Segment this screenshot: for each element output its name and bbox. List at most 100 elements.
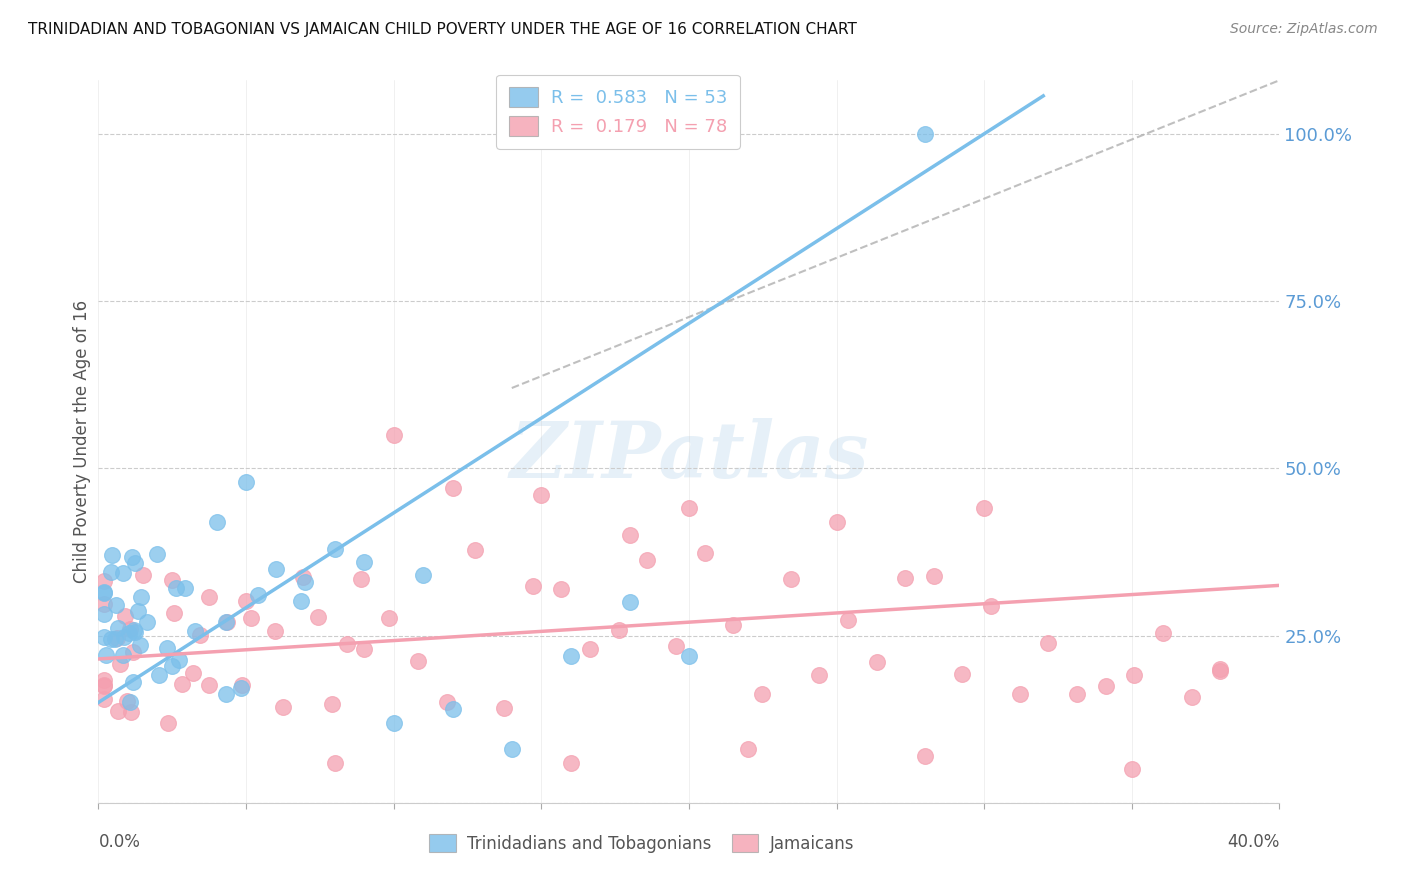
Point (550, 582, 572, 597)
Point (124, 623, 146, 637)
Point (156, 641, 179, 656)
Point (132, 568, 155, 582)
Point (107, 704, 129, 718)
Point (323, 756, 346, 770)
Point (156, 715, 179, 730)
Point (751, 687, 773, 701)
Point (93, 584, 115, 599)
Point (124, 624, 146, 639)
Point (952, 666, 974, 681)
Point (111, 648, 134, 662)
Point (723, 618, 745, 632)
Point (292, 569, 315, 583)
Point (118, 623, 141, 637)
Point (172, 676, 194, 690)
Point (128, 639, 150, 653)
Point (382, 715, 405, 730)
Point (1094, 679, 1116, 693)
Point (678, 501, 700, 516)
Point (914, 749, 936, 764)
Point (160, 573, 183, 587)
Point (120, 705, 142, 719)
Point (188, 628, 211, 642)
Point (165, 582, 187, 596)
Point (114, 608, 136, 623)
Point (619, 595, 641, 609)
Point (93, 597, 115, 611)
Point (441, 482, 464, 496)
Point (336, 637, 359, 651)
Point (229, 681, 252, 696)
Point (464, 543, 486, 558)
Point (235, 475, 257, 489)
Y-axis label: Child Poverty Under the Age of 16: Child Poverty Under the Age of 16 (73, 300, 91, 583)
Point (321, 697, 343, 711)
Point (184, 624, 207, 639)
Point (163, 606, 186, 620)
Point (104, 632, 127, 646)
Point (436, 695, 458, 709)
Point (1066, 687, 1088, 701)
Point (1209, 662, 1232, 676)
Point (560, 648, 582, 663)
Point (93, 673, 115, 687)
Point (118, 625, 141, 640)
Point (290, 594, 312, 608)
Point (93, 607, 115, 622)
Text: ZIPatlas: ZIPatlas (509, 417, 869, 494)
Point (148, 667, 170, 681)
Point (922, 569, 945, 583)
Point (246, 588, 269, 602)
Point (235, 594, 257, 608)
Point (122, 675, 145, 690)
Point (501, 742, 523, 756)
Point (93, 679, 115, 693)
Point (197, 677, 219, 691)
Point (914, 127, 936, 141)
Point (93, 586, 115, 600)
Point (894, 571, 917, 585)
Point (678, 648, 700, 663)
Point (737, 742, 759, 756)
Point (215, 687, 238, 701)
Point (105, 631, 128, 645)
Point (105, 598, 128, 612)
Point (110, 657, 132, 672)
Point (240, 611, 263, 625)
Point (441, 702, 464, 716)
Point (94, 648, 117, 662)
Point (112, 631, 135, 645)
Point (174, 582, 197, 596)
Point (530, 488, 553, 502)
Point (146, 547, 169, 561)
Point (492, 701, 515, 715)
Point (693, 546, 716, 560)
Text: Source: ZipAtlas.com: Source: ZipAtlas.com (1230, 22, 1378, 37)
Point (136, 615, 159, 629)
Point (382, 427, 405, 442)
Point (406, 654, 429, 668)
Point (107, 621, 129, 635)
Text: TRINIDADIAN AND TOBAGONIAN VS JAMAICAN CHILD POVERTY UNDER THE AGE OF 16 CORRELA: TRINIDADIAN AND TOBAGONIAN VS JAMAICAN C… (28, 22, 858, 37)
Point (307, 610, 329, 624)
Point (837, 613, 859, 627)
Point (115, 694, 138, 708)
Point (93, 678, 115, 692)
Legend: Trinidadians and Tobagonians, Jamaicans: Trinidadians and Tobagonians, Jamaicans (422, 828, 860, 860)
Point (522, 578, 544, 592)
Point (665, 639, 688, 653)
Point (980, 599, 1002, 613)
Point (100, 632, 122, 646)
Point (112, 566, 135, 580)
Point (865, 655, 887, 669)
Point (560, 756, 582, 770)
Point (1181, 690, 1204, 704)
Point (619, 528, 641, 542)
Point (271, 700, 294, 714)
Point (181, 665, 204, 680)
Point (231, 678, 253, 692)
Point (825, 515, 848, 529)
Point (93, 630, 115, 644)
Point (205, 515, 228, 529)
Point (636, 553, 658, 567)
